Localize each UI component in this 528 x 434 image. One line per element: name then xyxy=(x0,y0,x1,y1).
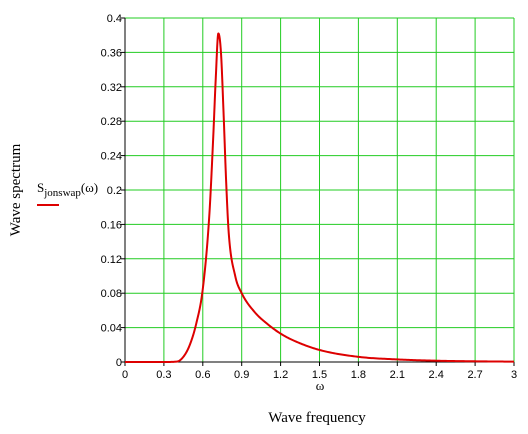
y-tick-label: 0.32 xyxy=(101,82,122,94)
series-legend-label: Sjonswap(ω) xyxy=(37,180,98,206)
x-tick-label: 1.8 xyxy=(351,369,366,381)
x-tick-label: 2.4 xyxy=(429,369,444,381)
x-tick-label: 1.5 xyxy=(312,369,327,381)
x-tick-label: 2.7 xyxy=(467,369,482,381)
series-line-jonswap xyxy=(125,32,515,363)
y-tick-label: 0.2 xyxy=(107,185,122,197)
y-tick-label: 0.28 xyxy=(101,116,122,128)
svg-text:Sjonswap(ω): Sjonswap(ω) xyxy=(37,180,98,199)
y-tick-label: 0.12 xyxy=(101,254,122,266)
x-tick-label: 0.6 xyxy=(195,369,210,381)
y-tick-label: 0 xyxy=(116,357,122,369)
y-axis-label: Wave spectrum xyxy=(8,143,24,236)
x-tick-label: 3 xyxy=(511,369,517,381)
x-tick-label: 2.1 xyxy=(390,369,405,381)
y-tick-label: 0.4 xyxy=(107,13,122,25)
series-layer xyxy=(125,32,515,363)
y-tick-label: 0.08 xyxy=(101,288,122,300)
x-tick-label: 0.9 xyxy=(234,369,249,381)
x-tick-label: 0.3 xyxy=(156,369,171,381)
x-tick-label: 0 xyxy=(122,369,128,381)
x-tick-labels: 0 0.3 0.6 0.9 1.2 1.5 1.8 2.1 2.4 2.7 3 xyxy=(122,369,517,381)
x-axis-symbol: ω xyxy=(316,378,325,393)
plot-frame xyxy=(121,17,515,366)
series-name-main: S xyxy=(37,180,44,195)
y-tick-labels: 0 0.04 0.08 0.12 0.16 0.2 0.24 0.28 0.32 0.36 0.4 xyxy=(101,13,122,369)
y-tick-label: 0.24 xyxy=(101,151,122,163)
y-tick-label: 0.36 xyxy=(101,47,122,59)
series-name-subscript: jonswap xyxy=(43,187,81,199)
y-tick-label: 0.04 xyxy=(101,323,122,335)
y-tick-label: 0.16 xyxy=(101,219,122,231)
x-axis-label: Wave frequency xyxy=(268,410,366,426)
series-name-argument: (ω) xyxy=(81,180,98,195)
x-tick-label: 1.2 xyxy=(273,369,288,381)
